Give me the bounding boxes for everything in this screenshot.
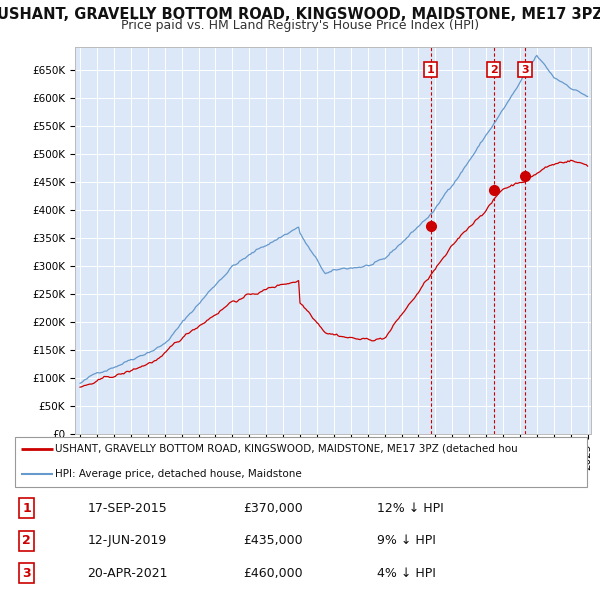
Text: 1: 1 [427, 64, 434, 74]
Text: 12-JUN-2019: 12-JUN-2019 [87, 534, 167, 548]
Text: £435,000: £435,000 [244, 534, 303, 548]
Text: 12% ↓ HPI: 12% ↓ HPI [377, 502, 443, 515]
Text: 2: 2 [22, 534, 31, 548]
Text: 3: 3 [22, 566, 31, 580]
Text: £370,000: £370,000 [244, 502, 304, 515]
Text: 2: 2 [490, 64, 497, 74]
Text: 3: 3 [521, 64, 529, 74]
Text: Price paid vs. HM Land Registry's House Price Index (HPI): Price paid vs. HM Land Registry's House … [121, 19, 479, 32]
Text: HPI: Average price, detached house, Maidstone: HPI: Average price, detached house, Maid… [55, 469, 302, 479]
Text: 1: 1 [22, 502, 31, 515]
Text: USHANT, GRAVELLY BOTTOM ROAD, KINGSWOOD, MAIDSTONE, ME17 3PZ: USHANT, GRAVELLY BOTTOM ROAD, KINGSWOOD,… [0, 7, 600, 22]
Text: 17-SEP-2015: 17-SEP-2015 [87, 502, 167, 515]
Text: 4% ↓ HPI: 4% ↓ HPI [377, 566, 436, 580]
FancyBboxPatch shape [15, 437, 587, 487]
Text: 20-APR-2021: 20-APR-2021 [87, 566, 168, 580]
Text: 9% ↓ HPI: 9% ↓ HPI [377, 534, 436, 548]
Text: £460,000: £460,000 [244, 566, 303, 580]
Text: USHANT, GRAVELLY BOTTOM ROAD, KINGSWOOD, MAIDSTONE, ME17 3PZ (detached hou: USHANT, GRAVELLY BOTTOM ROAD, KINGSWOOD,… [55, 444, 518, 454]
